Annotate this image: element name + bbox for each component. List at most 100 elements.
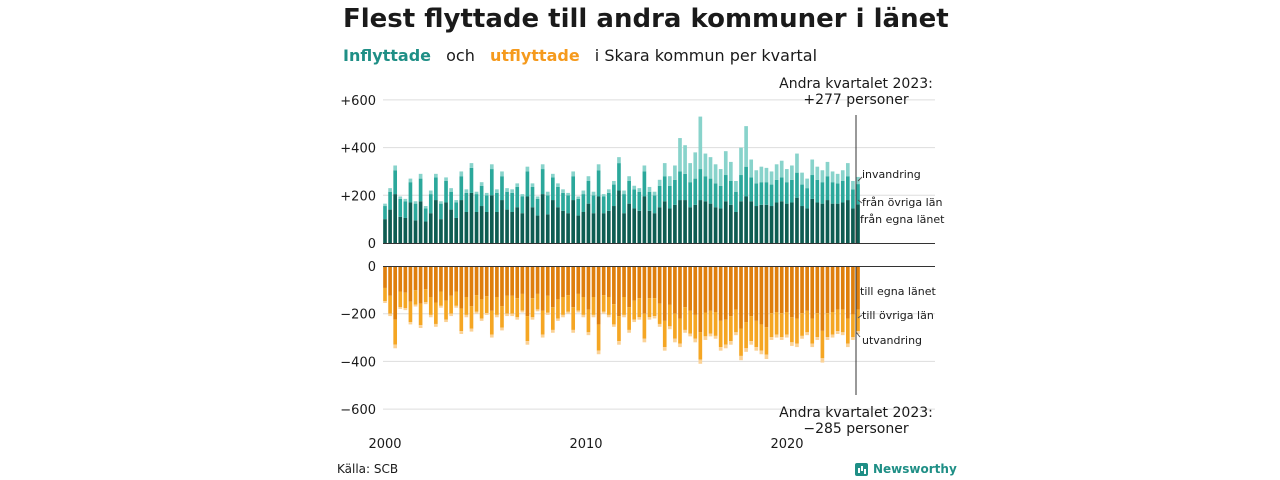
bar-in-immigration bbox=[795, 153, 799, 173]
bar-out-emigration bbox=[703, 336, 708, 340]
bar-in-other-counties bbox=[540, 169, 545, 195]
bar-in-immigration bbox=[764, 167, 769, 183]
bar-out-emigration bbox=[413, 304, 418, 307]
bar-out-own-county bbox=[744, 266, 748, 323]
bar-in-other-counties bbox=[632, 189, 637, 209]
bar-out-own-county bbox=[632, 266, 637, 301]
bar-in-own-county bbox=[515, 207, 520, 243]
bar-out-other-counties bbox=[449, 295, 453, 314]
bar-out-emigration bbox=[708, 333, 713, 337]
bar-in-own-county bbox=[749, 201, 754, 243]
bar-in-own-county bbox=[408, 202, 413, 243]
bar-in-immigration bbox=[545, 191, 550, 196]
bar-in-own-county bbox=[683, 200, 687, 243]
bar-out-emigration bbox=[713, 335, 718, 339]
bar-out-other-counties bbox=[408, 301, 413, 323]
series-label-till-ovriga-lan: till övriga län bbox=[862, 309, 934, 322]
bar-out-emigration bbox=[759, 350, 764, 355]
bar-in-immigration bbox=[698, 116, 703, 170]
bar-out-other-counties bbox=[596, 324, 601, 351]
bar-in-immigration bbox=[637, 188, 642, 192]
bar-out-other-counties bbox=[617, 316, 621, 342]
bar-out-emigration bbox=[637, 317, 642, 320]
bar-out-own-county bbox=[713, 266, 718, 313]
bar-out-other-counties bbox=[734, 309, 738, 333]
bar-in-own-county bbox=[576, 215, 581, 243]
bar-in-immigration bbox=[683, 145, 687, 174]
bar-out-other-counties bbox=[510, 295, 514, 314]
bar-in-other-counties bbox=[489, 169, 494, 196]
bar-out-own-county bbox=[418, 266, 423, 304]
bar-in-other-counties bbox=[495, 192, 499, 212]
bar-in-immigration bbox=[551, 173, 555, 178]
bar-out-other-counties bbox=[484, 296, 489, 313]
bar-in-other-counties bbox=[744, 166, 748, 197]
bar-in-own-county bbox=[474, 211, 479, 243]
bar-out-emigration bbox=[840, 332, 845, 336]
bar-out-other-counties bbox=[830, 312, 835, 335]
bar-out-emigration bbox=[403, 308, 408, 311]
bar-in-immigration bbox=[840, 170, 845, 181]
bar-out-own-county bbox=[810, 266, 815, 319]
bar-in-own-county bbox=[739, 201, 743, 243]
bar-in-other-counties bbox=[418, 178, 423, 202]
bar-in-other-counties bbox=[530, 186, 535, 208]
bar-in-immigration bbox=[835, 173, 840, 184]
bar-in-own-county bbox=[800, 206, 804, 243]
bar-in-other-counties bbox=[464, 192, 469, 212]
bar-in-own-county bbox=[540, 194, 545, 243]
bar-in-immigration bbox=[464, 189, 469, 193]
bar-in-own-county bbox=[520, 213, 525, 243]
y-tick-label: −600 bbox=[340, 403, 376, 418]
bar-out-other-counties bbox=[586, 309, 591, 333]
bar-in-other-counties bbox=[444, 180, 448, 203]
bar-out-other-counties bbox=[520, 293, 525, 311]
bar-out-emigration bbox=[576, 310, 581, 313]
bar-in-other-counties bbox=[459, 176, 464, 201]
bar-out-own-county bbox=[749, 266, 754, 317]
bar-out-own-county bbox=[729, 266, 733, 317]
bar-in-immigration bbox=[703, 153, 708, 177]
bar-in-immigration bbox=[744, 126, 748, 167]
bar-in-own-county bbox=[708, 203, 713, 243]
bar-in-other-counties bbox=[795, 172, 799, 198]
bar-out-emigration bbox=[469, 328, 474, 332]
bar-in-immigration bbox=[418, 173, 423, 179]
bar-in-immigration bbox=[784, 169, 789, 183]
bar-in-own-county bbox=[505, 209, 509, 243]
bar-out-own-county bbox=[667, 266, 672, 305]
bar-out-other-counties bbox=[693, 314, 698, 339]
bar-out-other-counties bbox=[525, 316, 530, 342]
bar-in-immigration bbox=[520, 194, 525, 197]
bar-out-other-counties bbox=[667, 304, 672, 327]
bar-in-own-county bbox=[840, 202, 845, 243]
bar-in-immigration bbox=[851, 180, 855, 190]
bar-in-own-county bbox=[535, 215, 540, 243]
bar-in-other-counties bbox=[596, 170, 601, 197]
bar-out-emigration bbox=[673, 338, 677, 343]
bar-out-other-counties bbox=[845, 318, 850, 344]
bar-out-own-county bbox=[723, 266, 728, 320]
bar-in-own-county bbox=[561, 210, 565, 243]
bar-in-own-county bbox=[744, 196, 748, 243]
bar-out-emigration bbox=[790, 342, 794, 346]
bar-out-own-county bbox=[393, 266, 398, 320]
bar-out-other-counties bbox=[489, 310, 494, 335]
bar-in-other-counties bbox=[556, 186, 560, 208]
bar-out-other-counties bbox=[673, 313, 677, 339]
bar-out-own-county bbox=[678, 266, 682, 319]
bar-out-emigration bbox=[393, 344, 398, 349]
bar-in-own-county bbox=[642, 196, 647, 243]
bar-out-own-county bbox=[708, 266, 713, 311]
bar-out-emigration bbox=[800, 335, 804, 339]
bar-out-other-counties bbox=[464, 297, 469, 315]
bar-in-immigration bbox=[444, 177, 448, 181]
bar-in-own-county bbox=[398, 216, 403, 243]
bar-out-own-county bbox=[500, 266, 504, 307]
bar-out-emigration bbox=[845, 343, 850, 348]
bar-in-other-counties bbox=[561, 192, 565, 211]
bar-in-immigration bbox=[779, 160, 784, 178]
bar-out-own-county bbox=[566, 266, 570, 296]
y-tick-label: 0 bbox=[368, 237, 376, 252]
bar-out-other-counties bbox=[835, 309, 840, 332]
